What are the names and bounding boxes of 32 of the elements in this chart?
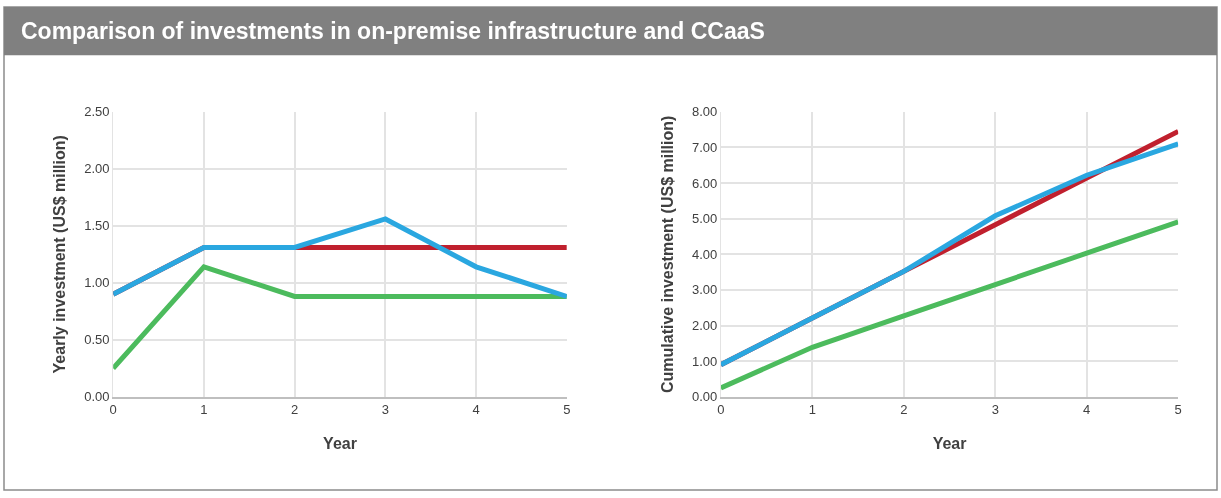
y-tick-label: 0.00 <box>84 389 110 405</box>
y-tick-label: 1.50 <box>84 218 110 234</box>
x-tick-label: 0 <box>109 402 117 418</box>
x-axis-title: Year <box>323 435 357 453</box>
y-tick-label: 8.00 <box>691 104 718 120</box>
y-tick-label: 2.00 <box>84 161 110 177</box>
y-tick-label: 5.00 <box>691 211 718 227</box>
x-tick-label: 4 <box>1083 402 1091 418</box>
x-tick-label: 1 <box>808 402 816 418</box>
y-tick-label: 6.00 <box>691 175 718 191</box>
y-tick-label: 3.00 <box>691 282 718 298</box>
y-axis-title: Cumulative investment (US$ million) <box>658 115 676 393</box>
x-tick-label: 4 <box>472 402 480 418</box>
y-tick-label: 1.00 <box>84 275 110 291</box>
x-tick-label: 0 <box>717 402 725 418</box>
y-tick-label: 7.00 <box>691 139 718 155</box>
chart-title: Comparison of investments in on-premise infrastructure and CCaaS <box>21 18 765 44</box>
y-tick-label: 1.00 <box>691 353 718 369</box>
x-tick-label: 5 <box>563 402 571 418</box>
y-axis-title: Yearly investment (US$ million) <box>51 135 69 374</box>
y-tick-label: 2.50 <box>84 104 110 120</box>
x-tick-label: 1 <box>200 402 208 418</box>
x-tick-label: 2 <box>900 402 908 418</box>
x-axis-title: Year <box>932 435 967 453</box>
y-tick-label: 2.00 <box>691 318 718 334</box>
x-tick-label: 3 <box>381 402 389 418</box>
y-tick-label: 0.00 <box>691 389 718 405</box>
y-tick-label: 0.50 <box>84 332 110 348</box>
y-tick-label: 4.00 <box>691 246 718 262</box>
x-tick-label: 5 <box>1174 402 1182 418</box>
x-tick-label: 3 <box>991 402 999 418</box>
x-tick-label: 2 <box>291 402 299 418</box>
